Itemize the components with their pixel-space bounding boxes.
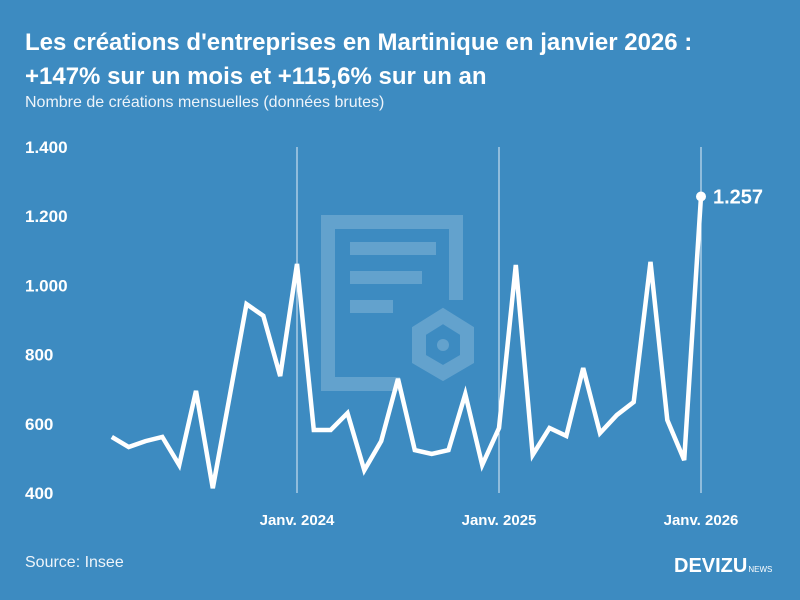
chart-title: Les créations d'entreprises en Martiniqu… — [25, 26, 795, 94]
x-tick-label: Janv. 2026 — [664, 512, 739, 529]
y-tick-label: 1.200 — [25, 207, 68, 226]
logo-suffix: NEWS — [748, 565, 773, 574]
title-line-2: +147% sur un mois et +115,6% sur un an — [25, 63, 487, 90]
devizu-logo: DEVIZUNEWS — [674, 555, 772, 578]
y-tick-label: 1.000 — [25, 276, 68, 295]
y-tick-label: 600 — [25, 415, 53, 434]
y-tick-label: 1.400 — [25, 138, 68, 157]
x-tick-label: Janv. 2025 — [462, 512, 537, 529]
data-points — [111, 196, 702, 489]
x-tick-label: Janv. 2024 — [260, 512, 335, 529]
chart-subtitle: Nombre de créations mensuelles (données … — [25, 94, 385, 111]
source-note: Source: Insee — [25, 554, 124, 571]
watermark-document-icon — [321, 215, 474, 391]
annotation-label: 1.257 — [713, 186, 763, 208]
y-tick-label: 800 — [25, 346, 53, 365]
series-line — [110, 196, 704, 489]
logo-main: DEVIZU — [674, 555, 748, 577]
title-line-1: Les créations d'entreprises en Martiniqu… — [25, 29, 693, 56]
y-tick-label: 400 — [25, 484, 53, 503]
